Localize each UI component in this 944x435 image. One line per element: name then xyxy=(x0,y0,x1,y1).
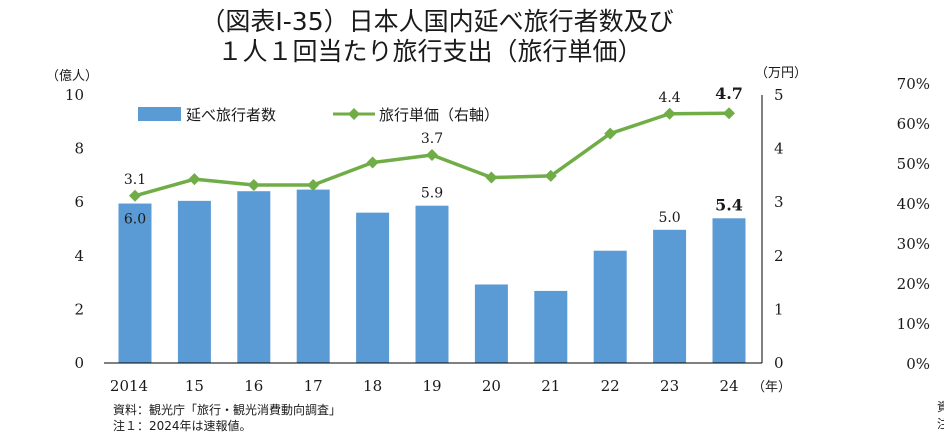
x-tick-23: 23 xyxy=(660,377,679,395)
line-marker-24 xyxy=(723,107,735,120)
left-axis-ticks: 0 2 4 6 8 10 xyxy=(65,86,84,372)
line-marker-16 xyxy=(247,179,260,192)
side-chart-cut-text-1: 資 xyxy=(937,400,944,414)
x-tick-2014: 2014 xyxy=(110,377,148,395)
side-tick-50pct: 50% xyxy=(897,155,930,173)
side-tick-10pct: 10% xyxy=(897,315,930,333)
line-marker-22 xyxy=(604,127,617,140)
x-tick-18: 18 xyxy=(363,377,382,395)
x-tick-17: 17 xyxy=(304,377,323,395)
line-marker-2014 xyxy=(129,189,141,202)
side-tick-70pct: 70% xyxy=(897,75,930,93)
left-axis-tick-8: 8 xyxy=(74,140,84,158)
x-tick-22: 22 xyxy=(601,377,620,395)
right-axis-tick-4: 4 xyxy=(774,140,784,158)
bar-23 xyxy=(653,229,687,363)
right-axis-tick-2: 2 xyxy=(774,247,784,265)
left-axis-unit: （億人） xyxy=(46,68,98,84)
line-marker-19 xyxy=(426,149,438,162)
bar-17 xyxy=(296,189,330,363)
bar-label-24: 5.4 xyxy=(715,195,743,214)
data-labels: 6.0 5.9 5.0 5.4 3.1 3.7 4.4 4.7 xyxy=(124,84,743,227)
bar-16 xyxy=(237,191,271,363)
line-marker-17 xyxy=(307,179,320,192)
side-tick-30pct: 30% xyxy=(897,235,930,253)
footnote-1: 注１：2024年は速報値。 xyxy=(113,418,252,433)
x-tick-21: 21 xyxy=(541,377,560,395)
side-chart-cut-text-2: 注 xyxy=(937,416,944,431)
x-tick-15: 15 xyxy=(185,377,204,395)
left-axis-tick-4: 4 xyxy=(74,247,84,265)
bar-19 xyxy=(415,205,449,363)
side-tick-0pct: 0% xyxy=(906,355,930,373)
bar-21 xyxy=(534,290,568,363)
left-axis-tick-6: 6 xyxy=(74,193,84,211)
x-tick-20: 20 xyxy=(482,377,501,395)
legend: 延べ旅行者数 旅行単価（右軸） xyxy=(138,106,499,124)
bar-label-19: 5.9 xyxy=(421,186,443,202)
line-label-23: 4.4 xyxy=(658,90,680,106)
line-marker-21 xyxy=(544,169,557,182)
line-label-2014: 3.1 xyxy=(124,172,146,188)
bar-series xyxy=(118,189,746,363)
left-axis-tick-0: 0 xyxy=(74,354,84,372)
chart-title-line-1: （図表Ⅰ-35）日本人国内延べ旅行者数及び xyxy=(200,7,673,36)
x-tick-19: 19 xyxy=(422,377,441,395)
left-axis-tick-2: 2 xyxy=(74,300,84,318)
left-axis-tick-10: 10 xyxy=(65,86,84,104)
line-marker-18 xyxy=(366,156,379,169)
line-label-19: 3.7 xyxy=(421,131,443,147)
right-axis-tick-1: 1 xyxy=(774,300,784,318)
bar-20 xyxy=(474,284,508,363)
chart-title-line-2: １人１回当たり旅行支出（旅行単価） xyxy=(217,37,642,66)
bar-label-23: 5.0 xyxy=(658,210,680,226)
bar-label-2014: 6.0 xyxy=(124,212,146,228)
right-axis-tick-3: 3 xyxy=(774,193,784,211)
legend-bar-label: 延べ旅行者数 xyxy=(186,106,276,124)
right-axis-unit: （万円） xyxy=(755,66,807,81)
source-note: 資料：観光庁「旅行・観光消費動向調査」 xyxy=(113,402,341,417)
legend-bar-swatch xyxy=(138,107,181,121)
line-marker-20 xyxy=(485,171,498,184)
legend-line-label: 旅行単価（右軸） xyxy=(379,106,499,124)
x-axis-tick-labels: 2014 15 16 17 18 19 20 21 22 23 24 xyxy=(110,377,739,395)
line-marker-23 xyxy=(663,107,676,120)
line-series xyxy=(129,107,735,202)
x-tick-24: 24 xyxy=(719,377,738,395)
line-marker-15 xyxy=(188,173,201,186)
side-tick-20pct: 20% xyxy=(897,275,930,293)
bar-15 xyxy=(177,200,211,363)
bar-2014 xyxy=(118,203,152,363)
x-tick-16: 16 xyxy=(244,377,263,395)
bar-22 xyxy=(593,250,627,363)
right-axis-ticks: 0 1 2 3 4 5 xyxy=(774,86,784,372)
bar-18 xyxy=(356,212,390,363)
line-label-24: 4.7 xyxy=(715,84,743,103)
side-chart-axis-ticks: 70% 60% 50% 40% 30% 20% 10% 0% xyxy=(897,75,930,373)
x-axis-unit: （年） xyxy=(752,380,791,395)
bar-24 xyxy=(712,218,746,363)
side-tick-60pct: 60% xyxy=(897,115,930,133)
right-axis-tick-0: 0 xyxy=(774,354,784,372)
legend-line-marker xyxy=(348,108,360,120)
side-tick-40pct: 40% xyxy=(897,195,930,213)
right-axis-tick-5: 5 xyxy=(774,86,784,104)
